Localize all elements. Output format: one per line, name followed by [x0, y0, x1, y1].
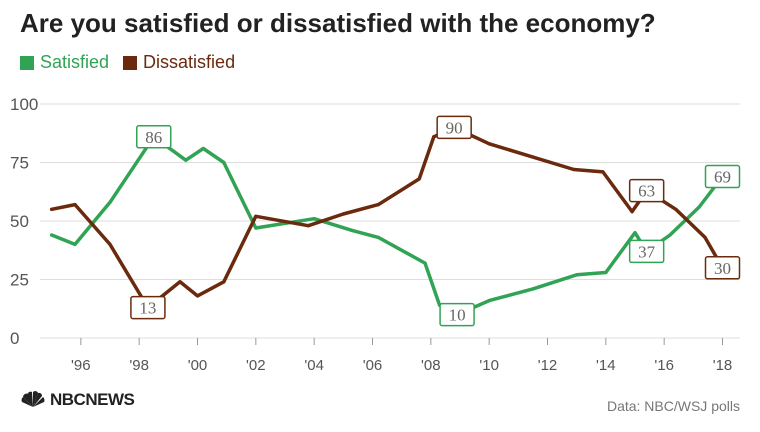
data-point-satisfied-5 [201, 146, 205, 151]
x-tick-label-2012: '12 [538, 357, 558, 374]
data-point-dissatisfied-11 [417, 177, 421, 181]
chart-legend: Satisfied Dissatisfied [20, 52, 235, 73]
data-point-satisfied-0 [50, 233, 54, 237]
legend-item-satisfied: Satisfied [20, 52, 109, 73]
y-tick-label-100: 100 [10, 95, 38, 114]
data-point-dissatisfied-1 [73, 203, 77, 207]
legend-item-dissatisfied: Dissatisfied [123, 52, 235, 73]
data-label-box-satisfied-69 [704, 164, 741, 189]
data-point-dissatisfied-16 [601, 170, 605, 174]
data-point-dissatisfied-2 [108, 242, 112, 246]
data-label-box-dissatisfied-13 [130, 295, 166, 320]
data-point-satisfied-9 [350, 228, 354, 232]
x-tick-label-2004: '04 [304, 357, 324, 374]
peacock-icon [21, 391, 45, 407]
data-point-dissatisfied-20 [703, 235, 707, 239]
data-point-dissatisfied-19 [674, 207, 678, 211]
data-point-satisfied-20 [668, 233, 672, 237]
data-point-satisfied-7 [254, 226, 258, 230]
nbc-news-logo: NBCNEWS [20, 390, 135, 410]
x-tick-label-2000: '00 [188, 357, 208, 374]
data-point-dissatisfied-10 [376, 203, 380, 207]
data-point-dissatisfied-5 [195, 294, 200, 298]
data-label-dissatisfied-30: 30 [714, 259, 731, 278]
y-tick-label-0: 0 [10, 329, 19, 348]
data-point-dissatisfied-8 [306, 224, 310, 228]
data-point-dissatisfied-14 [487, 142, 491, 146]
chart-title: Are you satisfied or dissatisfied with t… [20, 8, 656, 38]
legend-swatch-dissatisfied [123, 55, 138, 70]
data-point-satisfied-21 [697, 205, 701, 209]
x-tick-label-2014: '14 [596, 357, 616, 374]
data-point-dissatisfied-12 [432, 135, 436, 139]
data-point-dissatisfied-4 [178, 280, 182, 284]
data-point-satisfied-10 [376, 235, 380, 239]
data-point-satisfied-6 [222, 160, 226, 165]
data-label-box-dissatisfied-90 [436, 115, 472, 140]
data-point-satisfied-2 [108, 200, 112, 204]
data-label-satisfied-10: 10 [449, 306, 466, 325]
x-tick-label-2010: '10 [479, 357, 499, 374]
data-point-satisfied-17 [604, 270, 608, 275]
data-point-satisfied-4 [184, 158, 188, 162]
y-tick-label-75: 75 [10, 154, 29, 173]
x-tick-label-2016: '16 [654, 357, 674, 374]
data-point-dissatisfied-6 [222, 280, 226, 284]
legend-label-satisfied: Satisfied [40, 52, 110, 72]
series-line-satisfied [49, 135, 725, 317]
data-label-box-satisfied-10 [439, 302, 475, 327]
data-label-dissatisfied-90: 90 [446, 118, 463, 137]
data-label-box-satisfied-86 [136, 125, 172, 149]
data-point-dissatisfied-0 [50, 207, 54, 211]
data-point-dissatisfied-9 [341, 212, 345, 216]
x-tick-label-2006: '06 [363, 357, 383, 374]
x-tick-label-1996: '96 [71, 357, 91, 374]
data-label-box-dissatisfied-30 [704, 256, 741, 280]
data-point-satisfied-14 [487, 298, 491, 303]
legend-label-dissatisfied: Dissatisfied [143, 52, 236, 72]
x-tick-label-1998: '98 [129, 357, 149, 374]
data-point-satisfied-1 [73, 242, 77, 246]
logo-text: NBCNEWS [50, 390, 135, 409]
data-label-satisfied-86: 86 [145, 128, 162, 147]
data-label-satisfied-37: 37 [638, 242, 656, 261]
data-point-dissatisfied-7 [254, 214, 258, 218]
data-point-satisfied-15 [531, 287, 535, 291]
data-point-satisfied-11 [423, 261, 427, 265]
y-tick-label-50: 50 [10, 212, 29, 231]
data-point-satisfied-8 [312, 217, 316, 221]
data-label-box-satisfied-37 [628, 239, 665, 264]
legend-swatch-satisfied [20, 55, 34, 70]
data-label-box-dissatisfied-63 [628, 178, 665, 203]
data-label-dissatisfied-13: 13 [139, 299, 156, 318]
data-point-dissatisfied-15 [572, 167, 576, 172]
source-note: Data: NBC/WSJ polls [606, 398, 740, 414]
x-tick-label-2018: '18 [713, 357, 733, 374]
data-label-dissatisfied-63: 63 [638, 182, 655, 201]
series-line-dissatisfied [49, 125, 725, 310]
data-point-satisfied-18 [633, 231, 637, 235]
data-point-satisfied-16 [575, 273, 579, 277]
data-point-dissatisfied-17 [630, 210, 634, 214]
x-tick-label-2002: '02 [246, 357, 266, 374]
x-tick-label-2008: '08 [421, 357, 441, 374]
y-tick-label-25: 25 [10, 271, 29, 290]
data-label-satisfied-69: 69 [714, 168, 731, 187]
